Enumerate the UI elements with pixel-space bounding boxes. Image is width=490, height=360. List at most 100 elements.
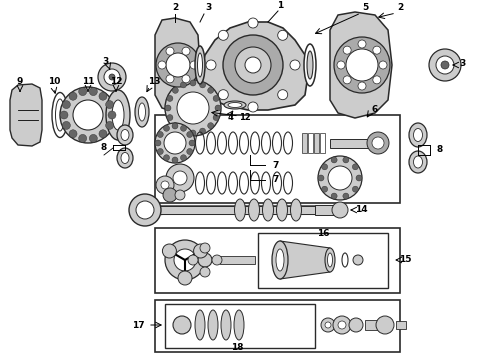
Circle shape [73, 100, 103, 130]
Ellipse shape [276, 199, 288, 221]
Text: 17: 17 [132, 320, 145, 329]
Text: 16: 16 [317, 229, 329, 238]
Circle shape [166, 164, 194, 192]
Circle shape [338, 321, 346, 329]
Bar [315, 205, 335, 215]
Text: 12: 12 [110, 77, 122, 86]
Circle shape [189, 140, 195, 146]
Circle shape [206, 60, 216, 70]
Bar [220, 256, 255, 264]
Text: 8: 8 [437, 145, 443, 154]
Text: 5: 5 [362, 4, 368, 13]
Ellipse shape [304, 44, 316, 86]
Circle shape [213, 114, 219, 121]
Circle shape [379, 61, 387, 69]
Ellipse shape [195, 46, 205, 84]
Text: 12: 12 [239, 113, 251, 122]
Circle shape [187, 131, 193, 138]
Circle shape [180, 155, 187, 161]
Circle shape [178, 271, 192, 285]
Circle shape [278, 90, 288, 100]
Circle shape [166, 47, 174, 55]
Circle shape [331, 157, 337, 163]
Circle shape [194, 244, 208, 258]
Ellipse shape [414, 156, 422, 168]
Text: 11: 11 [82, 77, 94, 86]
Bar [308, 133, 313, 153]
Circle shape [155, 123, 195, 163]
Bar [365, 320, 379, 330]
Bar [155, 300, 400, 352]
Ellipse shape [195, 310, 205, 340]
Polygon shape [280, 241, 330, 279]
Circle shape [172, 123, 178, 129]
Ellipse shape [121, 130, 129, 140]
Circle shape [89, 87, 98, 96]
Circle shape [356, 175, 362, 181]
Text: 3: 3 [102, 58, 108, 67]
Circle shape [180, 128, 186, 134]
Circle shape [352, 164, 358, 170]
Circle shape [89, 134, 98, 143]
Circle shape [278, 30, 288, 40]
Circle shape [158, 61, 166, 69]
Circle shape [199, 128, 206, 134]
Polygon shape [330, 12, 392, 118]
Circle shape [358, 82, 366, 90]
Circle shape [332, 202, 348, 218]
Circle shape [155, 140, 161, 146]
Circle shape [441, 61, 449, 69]
Circle shape [219, 30, 228, 40]
Circle shape [163, 188, 177, 202]
Circle shape [177, 92, 209, 124]
Circle shape [331, 193, 337, 199]
Ellipse shape [235, 199, 245, 221]
Circle shape [219, 90, 228, 100]
Ellipse shape [291, 199, 301, 221]
Circle shape [248, 18, 258, 28]
Text: 4: 4 [227, 113, 233, 122]
Circle shape [343, 193, 349, 199]
Circle shape [349, 318, 363, 332]
Circle shape [353, 255, 363, 265]
Text: 14: 14 [355, 206, 368, 215]
Circle shape [376, 316, 394, 334]
Circle shape [436, 56, 454, 74]
Polygon shape [10, 84, 42, 146]
Ellipse shape [342, 253, 348, 267]
Ellipse shape [117, 148, 133, 168]
Ellipse shape [409, 123, 427, 147]
Circle shape [174, 249, 196, 271]
Ellipse shape [221, 310, 231, 340]
Ellipse shape [197, 53, 202, 77]
Circle shape [173, 316, 191, 334]
Ellipse shape [307, 51, 313, 79]
Text: 15: 15 [399, 256, 411, 265]
Circle shape [325, 322, 331, 328]
Ellipse shape [139, 103, 146, 121]
Ellipse shape [224, 101, 246, 109]
Circle shape [358, 40, 366, 48]
Circle shape [69, 130, 77, 138]
Ellipse shape [52, 93, 68, 138]
Circle shape [99, 130, 107, 138]
Ellipse shape [272, 241, 288, 279]
Circle shape [156, 43, 200, 87]
Text: 7: 7 [272, 161, 278, 170]
Circle shape [199, 82, 206, 88]
Circle shape [165, 80, 221, 136]
Circle shape [162, 244, 176, 258]
Circle shape [172, 157, 178, 163]
Circle shape [165, 105, 171, 111]
Bar [396, 321, 406, 329]
Circle shape [190, 61, 198, 69]
Circle shape [62, 121, 71, 129]
Circle shape [343, 46, 351, 54]
Bar [320, 133, 325, 153]
Circle shape [172, 87, 178, 93]
Circle shape [175, 190, 185, 200]
Circle shape [223, 35, 283, 95]
Bar [160, 206, 330, 214]
Circle shape [182, 47, 190, 55]
Circle shape [343, 76, 351, 84]
